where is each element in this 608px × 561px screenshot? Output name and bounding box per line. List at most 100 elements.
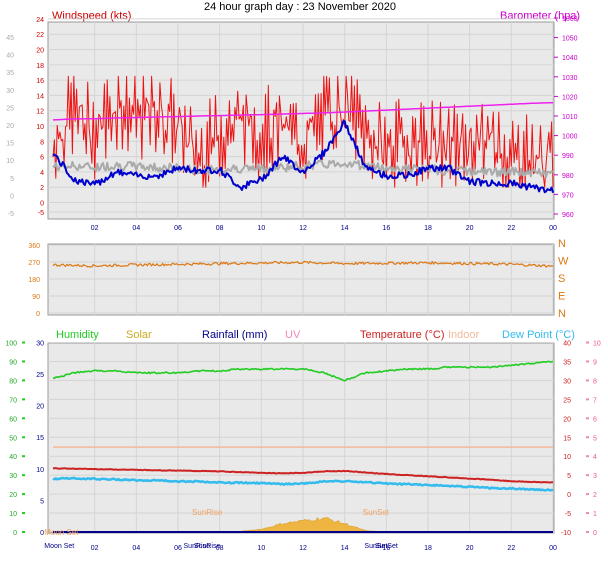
compass-tick: E xyxy=(558,291,565,303)
moonset-plot-label: Moon Set xyxy=(44,528,79,537)
wind-outer-y-tick: 25 xyxy=(6,105,14,112)
wind-y-tick: 18 xyxy=(36,63,44,70)
weather-panel: Humidity Solar Rainfall (mm) UV Temperature … xyxy=(5,329,601,552)
weather-x-tick: 08 xyxy=(216,545,224,552)
wind-x-tick: 18 xyxy=(424,225,432,232)
uv-y-tick: 0 xyxy=(593,530,597,537)
weather-x-tick: 16 xyxy=(382,545,390,552)
wind-x-tick: 00 xyxy=(549,225,557,232)
wind-y-tick: 8 xyxy=(40,139,44,146)
wind-outer-y-tick: -5 xyxy=(8,211,14,218)
wind-outer-y-tick: 30 xyxy=(6,88,14,95)
gust-average-line xyxy=(52,159,554,178)
wind-y-tick: 4 xyxy=(40,170,44,177)
rain-y-tick: 5 xyxy=(40,498,44,505)
wind-y-tick: 6 xyxy=(40,155,44,162)
temp-y-tick: 40 xyxy=(563,341,571,348)
baro-y-tick: 960 xyxy=(562,212,574,219)
wind-x-tick: 22 xyxy=(507,225,515,232)
wind-y-tick: 16 xyxy=(36,78,44,85)
rain-y-tick: 15 xyxy=(36,435,44,442)
wind-y-tick: 20 xyxy=(36,48,44,55)
wind-y-tick: 14 xyxy=(36,93,44,100)
weather-x-tick: 00 xyxy=(549,545,557,552)
temperature-line xyxy=(52,467,554,484)
wind-x-tick: 16 xyxy=(382,225,390,232)
uv-y-tick: 6 xyxy=(593,416,597,423)
temp-y-tick: 15 xyxy=(563,435,571,442)
baro-y-tick: 1040 xyxy=(562,55,578,62)
humidity-axis-mark xyxy=(22,474,25,477)
wind-y-tick: 2 xyxy=(40,185,44,192)
humidity-axis-mark xyxy=(22,455,25,458)
compass-tick: N xyxy=(558,238,566,250)
wind-average-line xyxy=(52,120,554,194)
event-annotation: Moon Set xyxy=(44,543,74,550)
wind-x-tick: 04 xyxy=(132,225,140,232)
wind-outer-y-tick: 45 xyxy=(6,35,14,42)
wind-x-tick: 08 xyxy=(216,225,224,232)
temp-y-tick: 25 xyxy=(563,397,571,404)
humidity-y-tick: 90 xyxy=(9,359,17,366)
wind-x-tick: 06 xyxy=(174,225,182,232)
uv-axis-mark xyxy=(586,455,589,458)
rain-y-tick: 10 xyxy=(36,467,44,474)
winddir-y-tick: 90 xyxy=(32,294,40,301)
event-annotation: SunRise xyxy=(184,543,211,550)
baro-y-tick: 1000 xyxy=(562,134,578,141)
baro-y-tick: 970 xyxy=(562,192,574,199)
uv-axis-mark xyxy=(586,436,589,439)
wind-y-tick: -5 xyxy=(38,210,44,217)
temp-y-tick: 35 xyxy=(563,359,571,366)
baro-y-tick: 1010 xyxy=(562,114,578,121)
baro-y-tick: 990 xyxy=(562,153,574,160)
windspeed-axis-label: Windspeed (kts) xyxy=(52,10,131,22)
wind-x-tick: 02 xyxy=(91,225,99,232)
weather-x-tick: 22 xyxy=(507,545,515,552)
wind-x-tick: 10 xyxy=(257,225,265,232)
legend-entry: Rainfall (mm) xyxy=(202,329,267,341)
weather-x-tick: 12 xyxy=(299,545,307,552)
wind-y-tick: 12 xyxy=(36,109,44,116)
uv-axis-mark xyxy=(586,360,589,363)
uv-y-tick: 4 xyxy=(593,454,597,461)
barometer-line xyxy=(53,101,553,121)
uv-axis-mark xyxy=(586,474,589,477)
uv-axis-mark xyxy=(586,341,589,344)
temp-y-tick: 20 xyxy=(563,416,571,423)
weather-x-tick: 20 xyxy=(466,545,474,552)
temp-y-tick: 10 xyxy=(563,454,571,461)
wind-outer-y-tick: 20 xyxy=(6,123,14,130)
uv-y-tick: 2 xyxy=(593,492,597,499)
uv-axis-mark xyxy=(586,512,589,515)
wind-panel: Windspeed (kts) Barometer (hpa) -5024681… xyxy=(6,10,580,232)
legend-entry: UV xyxy=(285,329,301,341)
weather-x-tick: 10 xyxy=(257,545,265,552)
compass-tick: S xyxy=(558,273,565,285)
baro-y-tick: 980 xyxy=(562,173,574,180)
uv-axis-mark xyxy=(586,379,589,382)
winddir-line xyxy=(52,260,554,268)
humidity-axis-mark xyxy=(22,360,25,363)
wind-y-tick: 10 xyxy=(36,124,44,131)
rain-y-tick: 30 xyxy=(36,340,44,347)
winddir-y-tick: 270 xyxy=(28,260,40,267)
sunrise-plot-label: SunRise xyxy=(192,508,223,517)
weather-x-tick: 02 xyxy=(91,545,99,552)
uv-y-tick: 9 xyxy=(593,359,597,366)
humidity-y-tick: 30 xyxy=(9,473,17,480)
humidity-axis-mark xyxy=(22,512,25,515)
legend-entry: Temperature (°C) xyxy=(360,329,444,341)
legend-entry: Solar xyxy=(126,329,152,341)
baro-y-tick: 1030 xyxy=(562,75,578,82)
humidity-axis-mark xyxy=(22,493,25,496)
dewpoint-line xyxy=(52,476,554,492)
humidity-y-tick: 60 xyxy=(9,416,17,423)
baro-y-tick: 1060 xyxy=(562,16,578,23)
uv-axis-mark xyxy=(586,531,589,533)
rain-y-tick: 0 xyxy=(40,530,44,537)
weather-x-tick: 18 xyxy=(424,545,432,552)
humidity-y-tick: 10 xyxy=(9,511,17,518)
weather-x-tick: 06 xyxy=(174,545,182,552)
